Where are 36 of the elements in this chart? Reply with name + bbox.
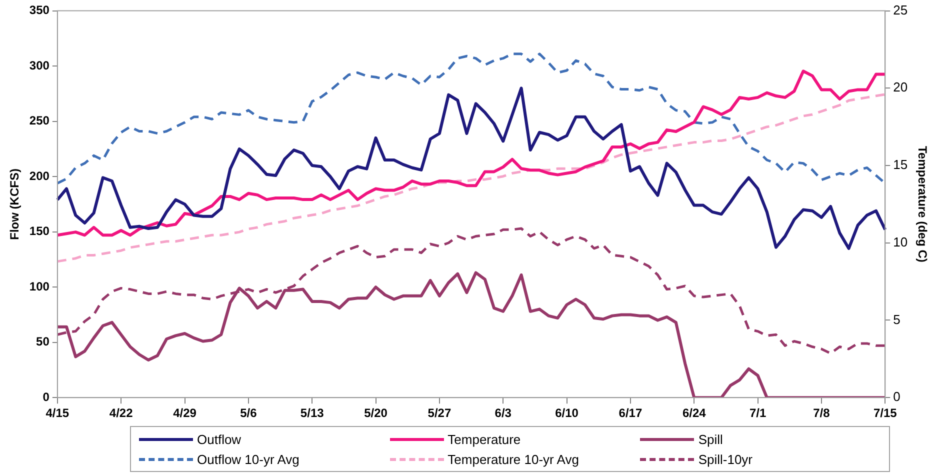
x-tick-label: 5/20: [364, 406, 388, 420]
y2-tick-label: 5: [893, 312, 900, 327]
y-tick-label: 250: [29, 114, 50, 128]
legend-label: Temperature 10-yr Avg: [448, 452, 579, 466]
x-tick-label: 4/15: [46, 406, 70, 420]
x-tick-label: 4/22: [109, 406, 134, 420]
y2-tick-label: 0: [893, 389, 900, 404]
legend-label: Temperature: [448, 432, 521, 446]
legend-label: Spill-10yr: [698, 452, 753, 466]
x-tick-label: 7/15: [873, 406, 898, 420]
y-tick-label: 0: [42, 390, 50, 404]
y-tick-label: 300: [29, 58, 50, 72]
legend-label: Outflow 10-yr Avg: [197, 452, 300, 466]
y-tick-label: 50: [36, 334, 50, 349]
x-tick-label: 6/24: [682, 406, 706, 420]
x-tick-label: 5/6: [240, 406, 258, 420]
x-tick-label: 4/29: [173, 406, 197, 420]
y2-tick-label: 25: [893, 2, 908, 18]
y2-tick-label: 10: [893, 234, 908, 250]
y2-tick-label: 20: [893, 80, 908, 95]
y-tick-label: 350: [29, 3, 50, 18]
x-tick-label: 7/1: [749, 406, 766, 420]
x-tick-label: 5/13: [300, 406, 324, 420]
y-tick-label: 200: [29, 168, 50, 183]
x-tick-label: 7/8: [813, 406, 830, 420]
legend-label: Outflow: [197, 432, 242, 446]
y-axis-title: Flow (KCFS): [8, 168, 22, 240]
x-tick-label: 6/17: [618, 406, 642, 420]
y-tick-label: 100: [29, 279, 50, 294]
x-tick-label: 6/10: [555, 406, 579, 420]
x-tick-label: 6/3: [494, 406, 512, 420]
y2-tick-label: 15: [893, 157, 908, 172]
x-tick-label: 5/27: [428, 406, 452, 420]
legend-label: Spill: [698, 432, 723, 446]
y2-axis-title: Temperature (deg C): [915, 146, 930, 262]
y-tick-label: 150: [29, 224, 50, 238]
